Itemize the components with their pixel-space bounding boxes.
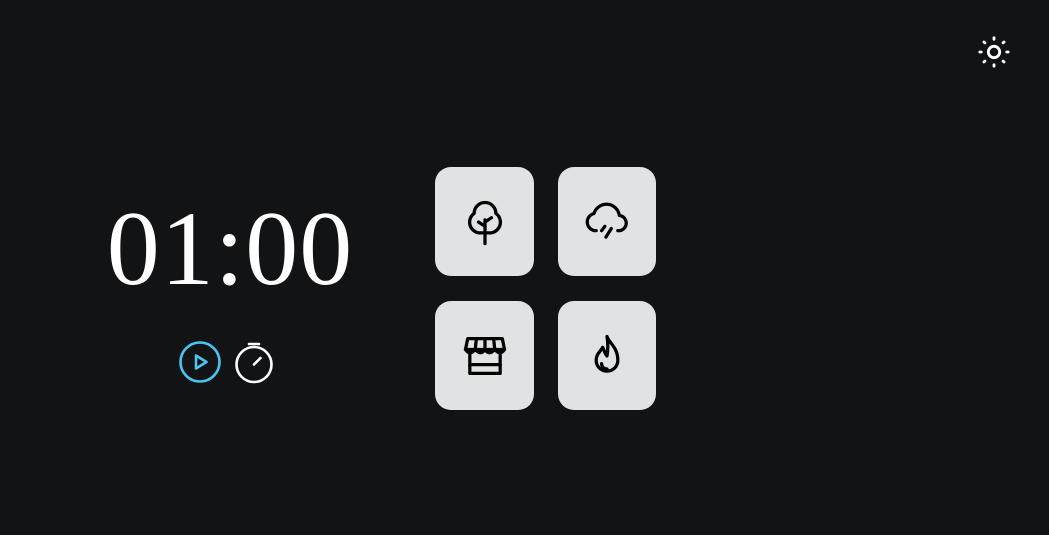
sun-icon [978,36,1010,68]
sound-rain-button[interactable] [558,167,656,276]
timer-controls [178,340,276,384]
sound-fire-button[interactable] [558,301,656,410]
store-icon [463,336,506,375]
sound-cafe-button[interactable] [435,301,534,410]
timer-panel: 01:00 [90,190,370,384]
timer-display: 01:00 [106,190,354,307]
theme-toggle-button[interactable] [975,33,1013,71]
tree-icon [467,200,502,245]
play-button[interactable] [178,340,222,384]
sound-forest-button[interactable] [435,167,534,276]
stopwatch-icon [235,342,273,384]
rain-cloud-icon [585,202,628,239]
stopwatch-button[interactable] [232,340,276,384]
sound-grid [435,167,656,410]
play-circle-icon [179,341,221,383]
fire-icon [594,334,620,373]
